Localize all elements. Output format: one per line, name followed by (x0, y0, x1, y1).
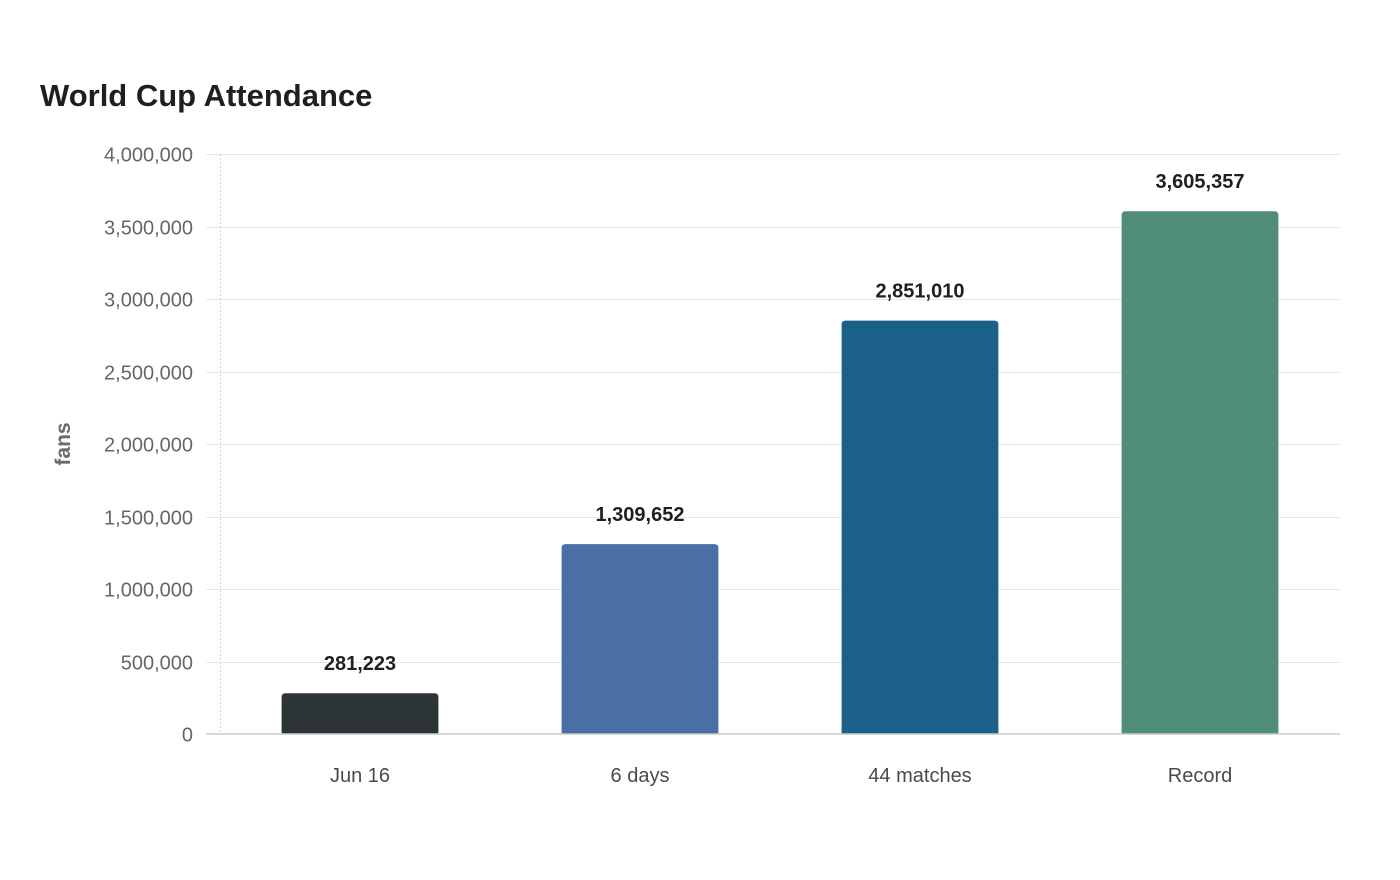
gridlines (206, 154, 1340, 663)
data-label: 281,223 (324, 653, 396, 675)
bar (1121, 211, 1279, 734)
chart-title: World Cup Attendance (40, 78, 372, 113)
x-tick-label: Record (1168, 765, 1232, 787)
bar (841, 320, 999, 734)
y-tick-label: 2,500,000 (104, 363, 193, 385)
y-tick-label: 3,500,000 (104, 218, 193, 240)
y-axis-label: fans (52, 422, 75, 465)
x-axis-ticks: Jun 16 6 days 44 matches Record (330, 765, 1232, 787)
y-tick-label: 3,000,000 (104, 290, 193, 312)
y-tick-label: 4,000,000 (104, 145, 193, 167)
data-label: 3,605,357 (1156, 171, 1245, 193)
bars (281, 211, 1279, 734)
y-tick-label: 0 (182, 725, 193, 747)
y-tick-label: 500,000 (121, 653, 193, 675)
data-labels: 281,223 1,309,652 2,851,010 3,605,357 (324, 171, 1245, 675)
y-tick-label: 1,500,000 (104, 508, 193, 530)
y-axis-ticks: 0 500,000 1,000,000 1,500,000 2,000,000 2,500… (104, 145, 193, 747)
x-tick-label: 6 days (611, 765, 670, 787)
y-tick-label: 2,000,000 (104, 435, 193, 457)
x-tick-label: Jun 16 (330, 765, 390, 787)
x-tick-label: 44 matches (868, 765, 971, 787)
data-label: 1,309,652 (596, 504, 685, 526)
y-tick-label: 1,000,000 (104, 580, 193, 602)
bar (561, 544, 719, 734)
bar (281, 693, 439, 734)
data-label: 2,851,010 (876, 281, 965, 303)
